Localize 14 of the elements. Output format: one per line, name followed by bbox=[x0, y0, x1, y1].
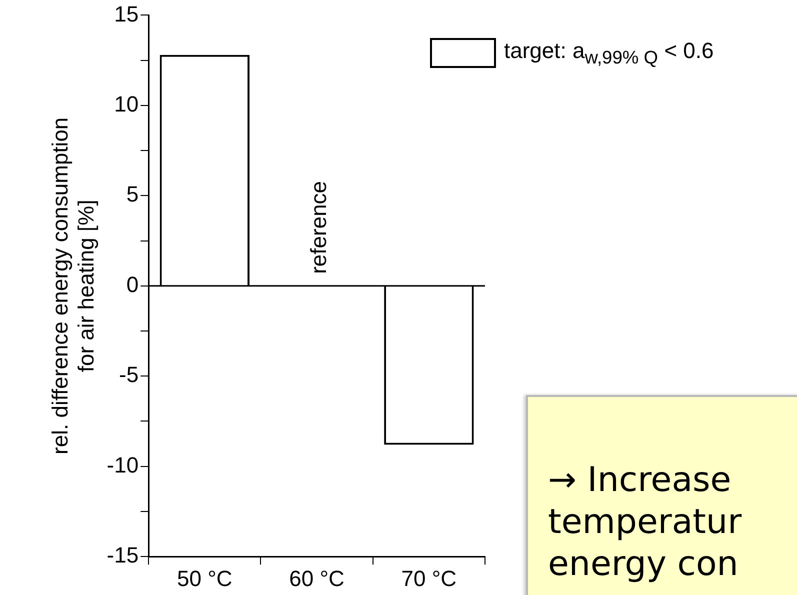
x-tick-label: 70 °C bbox=[401, 566, 457, 591]
y-tick-label: 5 bbox=[126, 182, 139, 207]
y-tick-label: -10 bbox=[106, 452, 139, 478]
y-tick-label: -15 bbox=[106, 542, 139, 568]
annotation: reference bbox=[306, 180, 331, 274]
x-tick-label: 50 °C bbox=[177, 566, 232, 591]
y-tick-label: 0 bbox=[126, 272, 139, 297]
y-tick-label: 10 bbox=[114, 91, 139, 116]
y-tick-label: 15 bbox=[114, 1, 139, 26]
y-tick-label: -5 bbox=[119, 362, 139, 388]
x-tick-label: 60 °C bbox=[289, 566, 345, 591]
y-axis-title: rel. difference energy consumption for air heating [%] bbox=[47, 117, 99, 454]
note-box: → Increase temperatur energy con bbox=[526, 395, 797, 595]
text: target: a$_{w,99% Q}$ < 0.6 bbox=[504, 38, 714, 68]
